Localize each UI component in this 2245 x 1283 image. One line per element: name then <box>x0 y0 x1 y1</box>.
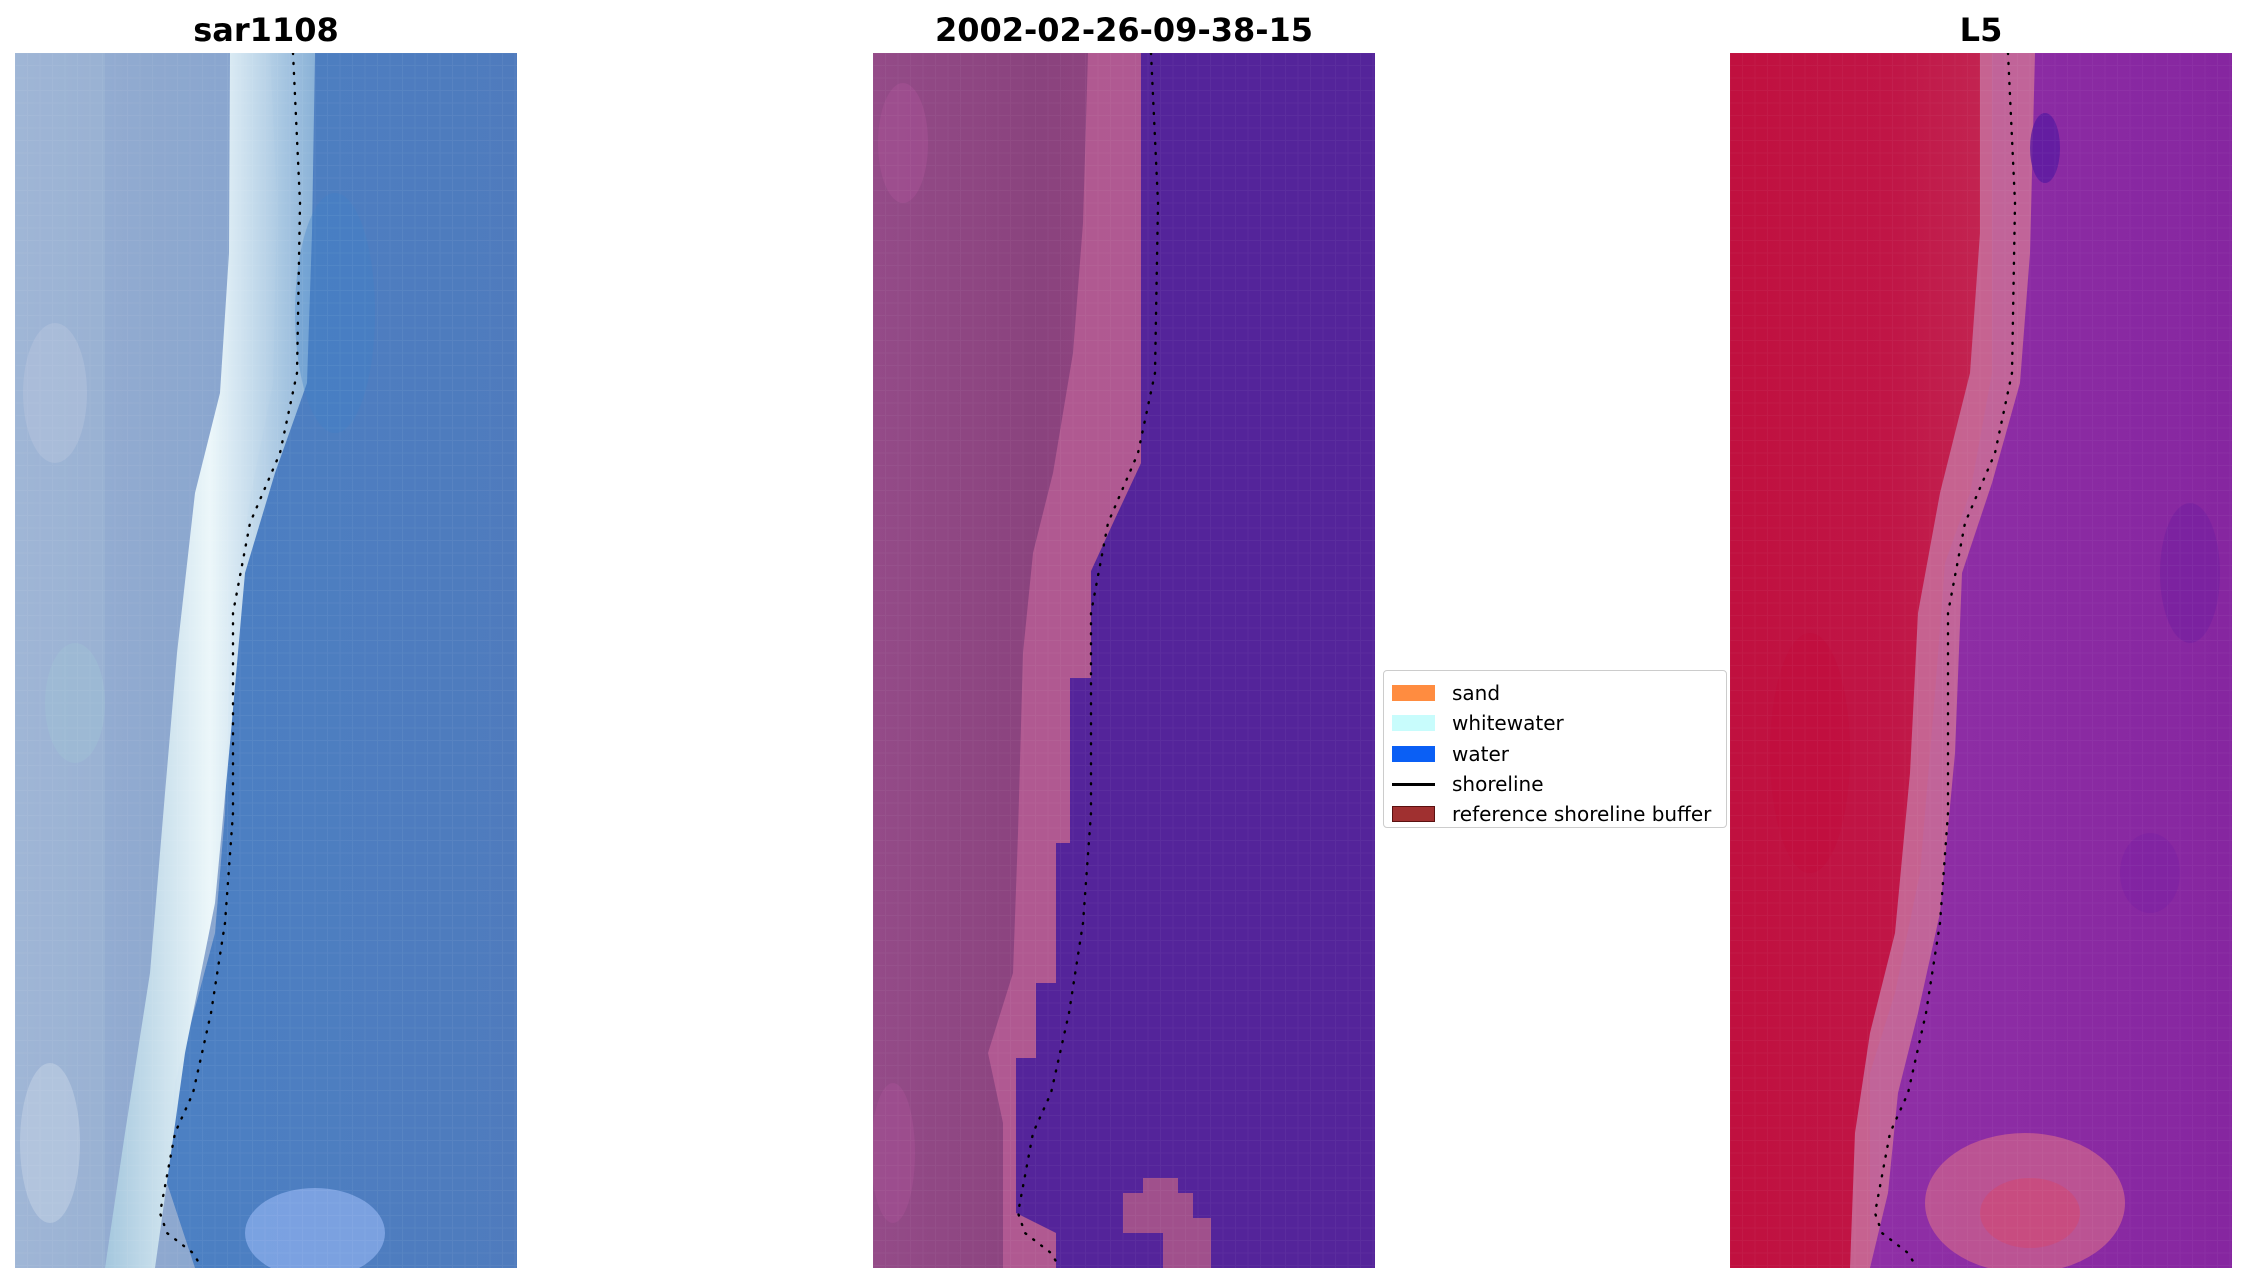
legend-item-shoreline: shoreline <box>1392 769 1726 799</box>
legend: sand whitewater water shoreline referenc… <box>1383 670 1727 828</box>
panel-title-classification: 2002-02-26-09-38-15 <box>934 11 1314 49</box>
rgb-image-panel <box>15 53 517 1268</box>
legend-item-sand: sand <box>1392 678 1726 708</box>
legend-label-water: water <box>1452 741 1509 766</box>
shoreline-dots-index <box>1873 53 2017 1268</box>
panel-title-index: L5 <box>1959 11 2003 49</box>
sand-swatch <box>1392 685 1435 702</box>
rgb-image <box>15 53 517 1268</box>
index-image <box>1730 53 2232 1268</box>
legend-item-whitewater: whitewater <box>1392 708 1726 738</box>
classification-image <box>873 53 1375 1268</box>
legend-item-water: water <box>1392 739 1726 769</box>
legend-label-shoreline: shoreline <box>1452 772 1544 797</box>
legend-label-sand: sand <box>1452 681 1501 706</box>
shoreline-dots-rgb <box>158 53 302 1268</box>
legend-label-whitewater: whitewater <box>1452 711 1564 736</box>
reference-buffer-swatch <box>1392 806 1435 823</box>
classification-panel <box>873 53 1375 1268</box>
panel-title-rgb: sar1108 <box>193 11 339 49</box>
whitewater-swatch <box>1392 715 1435 732</box>
legend-label-reference-buffer: reference shoreline buffer <box>1452 802 1712 827</box>
shoreline-line-marker <box>1392 782 1435 786</box>
water-swatch <box>1392 745 1435 762</box>
shoreline-dots-classification <box>1016 53 1160 1268</box>
legend-item-reference-buffer: reference shoreline buffer <box>1392 799 1726 829</box>
index-image-panel <box>1730 53 2232 1268</box>
